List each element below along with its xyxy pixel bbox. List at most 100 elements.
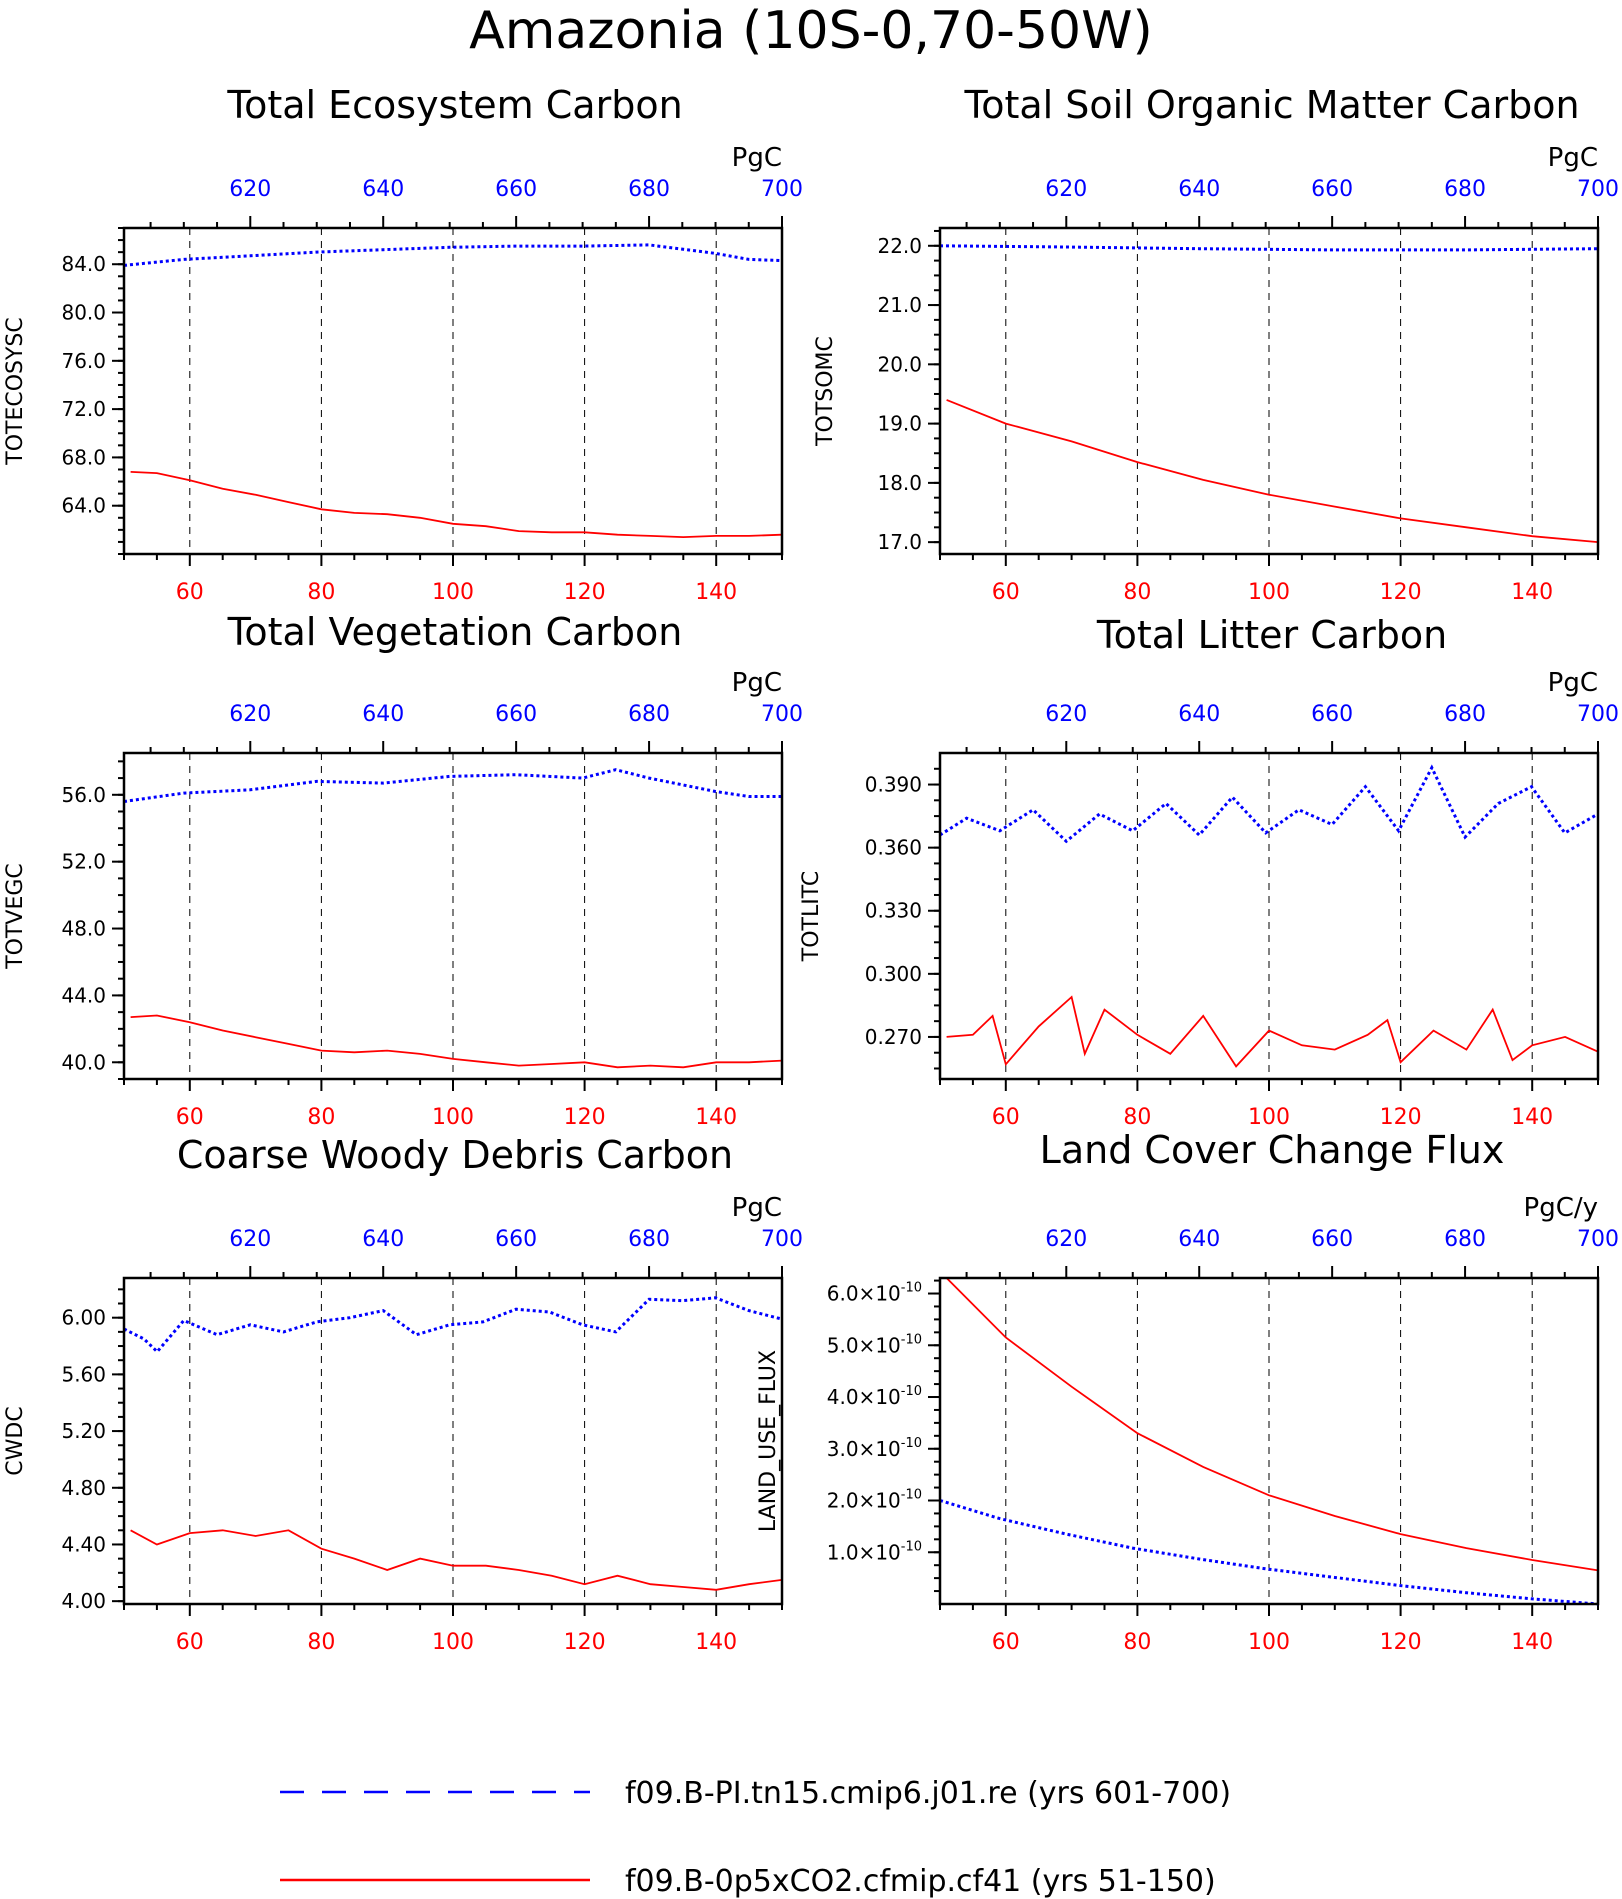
x-top-tick-label: 620 [229, 177, 271, 202]
y-axis-label: LAND_USE_FLUX [756, 1350, 781, 1532]
series-line-red [130, 1529, 783, 1591]
series-line-red [946, 995, 1599, 1068]
chart-title: Land Cover Change Flux [1040, 1128, 1505, 1172]
x-tick-label: 140 [695, 1630, 737, 1655]
y-tick-label: 6.0×10-10 [827, 1281, 922, 1306]
units-label: PgC [1548, 668, 1598, 698]
x-top-tick-label: 640 [1178, 177, 1220, 202]
y-tick-label: 1.0×10-10 [827, 1539, 922, 1564]
x-tick-label: 60 [992, 1630, 1020, 1655]
y-tick-label: 4.40 [61, 1532, 106, 1556]
x-top-tick-label: 640 [362, 702, 404, 727]
x-top-tick-label: 620 [1045, 177, 1087, 202]
x-top-tick-label: 680 [1444, 177, 1486, 202]
y-tick-label: 18.0 [877, 471, 922, 495]
y-tick-label: 40.0 [61, 1050, 106, 1074]
x-top-tick-label: 700 [761, 702, 803, 727]
y-tick-label: 76.0 [61, 349, 106, 373]
x-tick-label: 80 [307, 1630, 335, 1655]
x-tick-label: 140 [695, 1105, 737, 1130]
x-top-tick-label: 680 [628, 177, 670, 202]
y-tick-label: 0.300 [865, 962, 922, 986]
x-tick-label: 120 [1380, 1105, 1422, 1130]
x-tick-label: 60 [176, 1630, 204, 1655]
y-tick-label: 84.0 [61, 252, 106, 276]
y-tick-label: 0.270 [865, 1025, 922, 1049]
y-tick-label: 2.0×10-10 [827, 1488, 922, 1513]
x-tick-label: 60 [992, 1105, 1020, 1130]
x-top-tick-label: 660 [1311, 177, 1353, 202]
y-tick-label: 4.80 [61, 1476, 106, 1500]
x-top-tick-label: 700 [1577, 702, 1619, 727]
units-label: PgC/y [1524, 1193, 1598, 1223]
y-tick-label: 72.0 [61, 397, 106, 421]
legend: f09.B-PI.tn15.cmip6.j01.re (yrs 601-700)… [280, 1776, 1231, 1899]
chart-title: Total Soil Organic Matter Carbon [963, 83, 1579, 127]
y-tick-label: 80.0 [61, 301, 106, 325]
y-tick-label: 21.0 [877, 293, 922, 317]
units-label: PgC [732, 668, 782, 698]
y-tick-label: 17.0 [877, 530, 922, 554]
x-tick-label: 80 [1123, 1105, 1151, 1130]
y-tick-label: 0.330 [865, 899, 922, 923]
x-tick-label: 140 [1511, 1105, 1553, 1130]
x-tick-label: 120 [564, 580, 606, 605]
x-top-tick-label: 620 [229, 1227, 271, 1252]
chart-panels: Total Ecosystem Carbon PgC TOTECOSYSC 60 80 1… [3, 83, 1619, 1655]
x-tick-label: 100 [1248, 580, 1290, 605]
y-tick-label: 4.0×10-10 [827, 1384, 922, 1409]
x-tick-label: 120 [1380, 580, 1422, 605]
plot-frame [938, 751, 1600, 1081]
x-tick-label: 140 [1511, 580, 1553, 605]
chart-panel: Total Litter Carbon PgC TOTLITC 60 80 100 120 1… [799, 613, 1619, 1130]
x-top-tick-label: 660 [495, 177, 537, 202]
series-line-red [130, 1014, 783, 1069]
figure-title: Amazonia (10S-0,70-50W) [469, 1, 1153, 61]
y-tick-label: 4.00 [61, 1589, 106, 1613]
units-label: PgC [1548, 143, 1598, 173]
series-line-blue [939, 244, 1599, 252]
x-top-tick-label: 640 [362, 177, 404, 202]
x-top-tick-label: 680 [1444, 702, 1486, 727]
y-tick-label: 0.390 [865, 773, 922, 797]
series-line-blue [123, 768, 782, 803]
plot-frame [938, 1276, 1600, 1606]
x-top-tick-label: 660 [495, 702, 537, 727]
chart-title: Total Vegetation Carbon [227, 610, 683, 654]
x-top-tick-label: 660 [495, 1227, 537, 1252]
y-axis-label: TOTVEGC [3, 863, 28, 970]
series-line-red [946, 399, 1599, 543]
plot-frame [122, 751, 784, 1081]
plot-frame [122, 226, 784, 556]
x-top-tick-label: 700 [761, 1227, 803, 1252]
y-tick-label: 44.0 [61, 983, 106, 1007]
x-top-tick-label: 700 [1577, 1227, 1619, 1252]
chart-panel: Land Cover Change Flux PgC/y LAND_USE_FLUX… [756, 1128, 1619, 1655]
y-tick-label: 20.0 [877, 352, 922, 376]
x-tick-label: 60 [992, 580, 1020, 605]
y-tick-label: 48.0 [61, 917, 106, 941]
y-tick-label: 68.0 [61, 445, 106, 469]
legend-label-blue: f09.B-PI.tn15.cmip6.j01.re (yrs 601-700) [625, 1776, 1231, 1811]
x-top-tick-label: 680 [1444, 1227, 1486, 1252]
chart-title: Total Ecosystem Carbon [226, 83, 682, 127]
series-line-blue [939, 764, 1599, 844]
x-tick-label: 100 [432, 1630, 474, 1655]
x-tick-label: 120 [564, 1105, 606, 1130]
legend-label-red: f09.B-0p5xCO2.cfmip.cf41 (yrs 51-150) [625, 1864, 1216, 1899]
x-tick-label: 120 [564, 1630, 606, 1655]
x-top-tick-label: 640 [1178, 702, 1220, 727]
x-top-tick-label: 640 [1178, 1227, 1220, 1252]
plot-frame [122, 1276, 784, 1606]
y-tick-label: 5.60 [61, 1362, 106, 1386]
chart-title: Total Litter Carbon [1096, 613, 1447, 657]
y-tick-label: 22.0 [877, 234, 922, 258]
x-top-tick-label: 680 [628, 1227, 670, 1252]
units-label: PgC [732, 1193, 782, 1223]
x-top-tick-label: 700 [1577, 177, 1619, 202]
units-label: PgC [732, 143, 782, 173]
y-tick-label: 19.0 [877, 412, 922, 436]
x-tick-label: 60 [176, 580, 204, 605]
y-tick-label: 3.0×10-10 [827, 1436, 922, 1461]
